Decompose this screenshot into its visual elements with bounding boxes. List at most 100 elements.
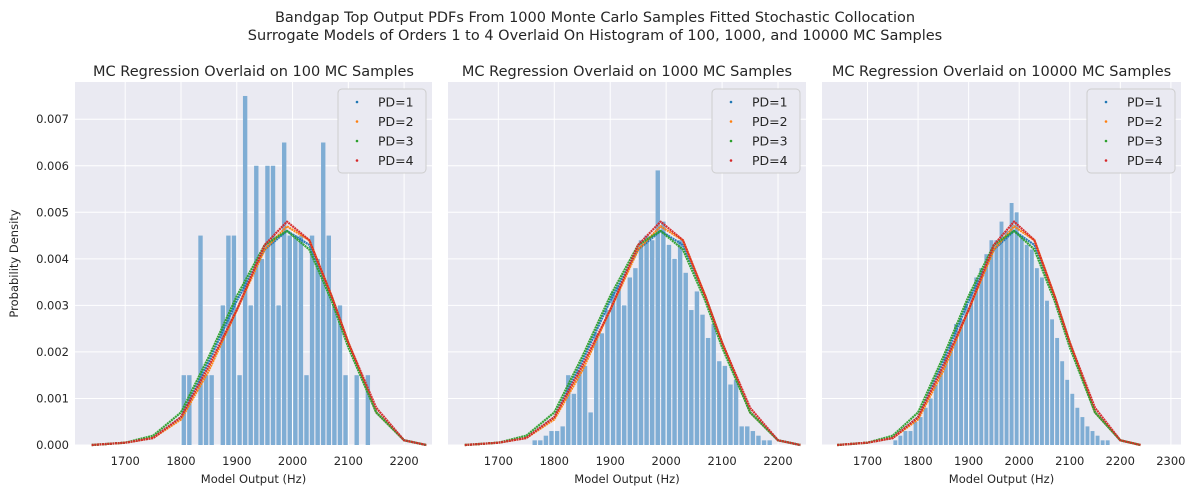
histogram-bar xyxy=(538,440,543,445)
x-tick-label: 1700 xyxy=(111,454,140,468)
histogram-bar xyxy=(923,407,928,445)
histogram-bar xyxy=(913,421,918,445)
x-tick-label: 2000 xyxy=(652,454,681,468)
histogram-bar xyxy=(298,235,304,445)
legend-label: PD=3 xyxy=(378,134,414,149)
histogram-bar xyxy=(943,356,948,445)
histogram-bar xyxy=(677,240,683,445)
y-tick-label: 0.003 xyxy=(36,298,69,312)
y-tick-label: 0.005 xyxy=(36,205,69,219)
x-tick-label: 2200 xyxy=(763,454,792,468)
histogram-bar xyxy=(1080,417,1085,445)
histogram-bar xyxy=(933,384,938,445)
histogram-bar xyxy=(728,384,733,445)
legend-box xyxy=(337,88,427,174)
legend: PD=1 PD=2 PD=3 PD=4 xyxy=(337,88,427,174)
series-line-pd4 xyxy=(91,220,427,447)
legend-label: PD=1 xyxy=(752,95,788,110)
legend-box xyxy=(1086,88,1176,174)
x-tick-label: 1900 xyxy=(596,454,625,468)
x-tick-label: 2300 xyxy=(1156,454,1185,468)
histogram-bar xyxy=(750,431,756,445)
histogram-bar xyxy=(226,235,231,445)
histogram-bar xyxy=(627,277,632,445)
histogram-bar xyxy=(293,235,298,445)
histogram-bar xyxy=(543,435,549,445)
histogram-bar xyxy=(1050,319,1054,445)
legend-label: PD=4 xyxy=(378,153,414,168)
series-line-pd4 xyxy=(464,220,801,447)
legend-label: PD=1 xyxy=(378,95,414,110)
histogram-bar xyxy=(903,431,908,445)
x-tick-label: 2100 xyxy=(334,454,363,468)
legend-label: PD=4 xyxy=(752,153,788,168)
x-tick-label: 1800 xyxy=(166,454,195,468)
legend-marker-pd1 xyxy=(1104,100,1108,104)
histogram-bar xyxy=(969,291,974,445)
panel-1: MC Regression Overlaid on 100 MC Samples… xyxy=(7,64,432,486)
legend-label: PD=3 xyxy=(1127,134,1163,149)
histogram-bar xyxy=(722,365,728,445)
histogram-bar xyxy=(898,435,903,445)
y-tick-label: 0.004 xyxy=(36,252,69,266)
axes-title: MC Regression Overlaid on 1000 MC Sample… xyxy=(462,64,792,80)
x-axis-label: Model Output (Hz) xyxy=(201,472,306,486)
x-tick-label: 1700 xyxy=(484,454,513,468)
histogram-bar xyxy=(1004,230,1009,445)
histogram-bar xyxy=(622,305,627,445)
histogram-bar xyxy=(954,324,958,445)
histogram-bar xyxy=(594,333,599,445)
histogram-bar xyxy=(717,361,722,445)
histogram-bar xyxy=(928,398,933,445)
histogram-bar xyxy=(315,258,320,445)
y-tick-label: 0.000 xyxy=(36,438,69,452)
histogram-bar xyxy=(938,370,943,445)
histogram-bar xyxy=(560,426,565,445)
histogram-bar xyxy=(1060,361,1065,445)
histogram-bar xyxy=(683,272,688,445)
histogram-bar xyxy=(964,305,969,445)
series-line-pd3 xyxy=(837,229,1141,447)
histogram-bar xyxy=(638,240,644,445)
histogram-bar xyxy=(332,305,337,445)
histogram-bar xyxy=(326,235,331,445)
histogram-bar xyxy=(1024,244,1029,445)
x-tick-label: 2200 xyxy=(1106,454,1135,468)
histogram-bar xyxy=(554,431,560,445)
x-tick-label: 2000 xyxy=(278,454,307,468)
histogram-bar xyxy=(949,342,953,445)
legend-marker-pd2 xyxy=(1104,120,1108,123)
histogram-bar xyxy=(655,170,660,445)
histogram-bar xyxy=(599,333,605,445)
x-axis-label: Model Output (Hz) xyxy=(949,472,1054,486)
axes-title: MC Regression Overlaid on 10000 MC Sampl… xyxy=(832,64,1171,80)
histogram-bar xyxy=(259,258,265,445)
legend: PD=1 PD=2 PD=3 PD=4 xyxy=(711,88,801,174)
histogram-bar xyxy=(974,277,979,445)
panel-3: MC Regression Overlaid on 10000 MC Sampl… xyxy=(822,64,1186,486)
histogram-bar xyxy=(767,440,772,445)
histogram-bar xyxy=(1014,212,1019,445)
histogram-bar xyxy=(994,240,999,445)
x-tick-label: 1800 xyxy=(903,454,932,468)
x-tick-label: 1900 xyxy=(954,454,983,468)
histogram-bar xyxy=(694,291,700,445)
histogram-bar xyxy=(1034,268,1039,445)
series-line-pd4 xyxy=(837,220,1141,447)
legend-marker-pd1 xyxy=(729,100,733,104)
histogram-bar xyxy=(242,95,248,445)
histogram-bar xyxy=(979,268,984,445)
histogram-bar xyxy=(661,221,666,445)
legend-label: PD=2 xyxy=(378,114,414,129)
histogram-bar xyxy=(532,440,537,445)
panel-2: MC Regression Overlaid on 1000 MC Sample… xyxy=(448,64,806,486)
x-tick-label: 2000 xyxy=(1005,454,1034,468)
histogram-bar xyxy=(745,426,750,445)
histogram-bar xyxy=(231,235,237,445)
histogram-bar xyxy=(1095,435,1100,445)
legend-marker-pd4 xyxy=(729,159,733,162)
histogram-bar xyxy=(1105,440,1110,445)
histogram-bar xyxy=(287,235,292,445)
histogram-bar xyxy=(1009,203,1014,445)
